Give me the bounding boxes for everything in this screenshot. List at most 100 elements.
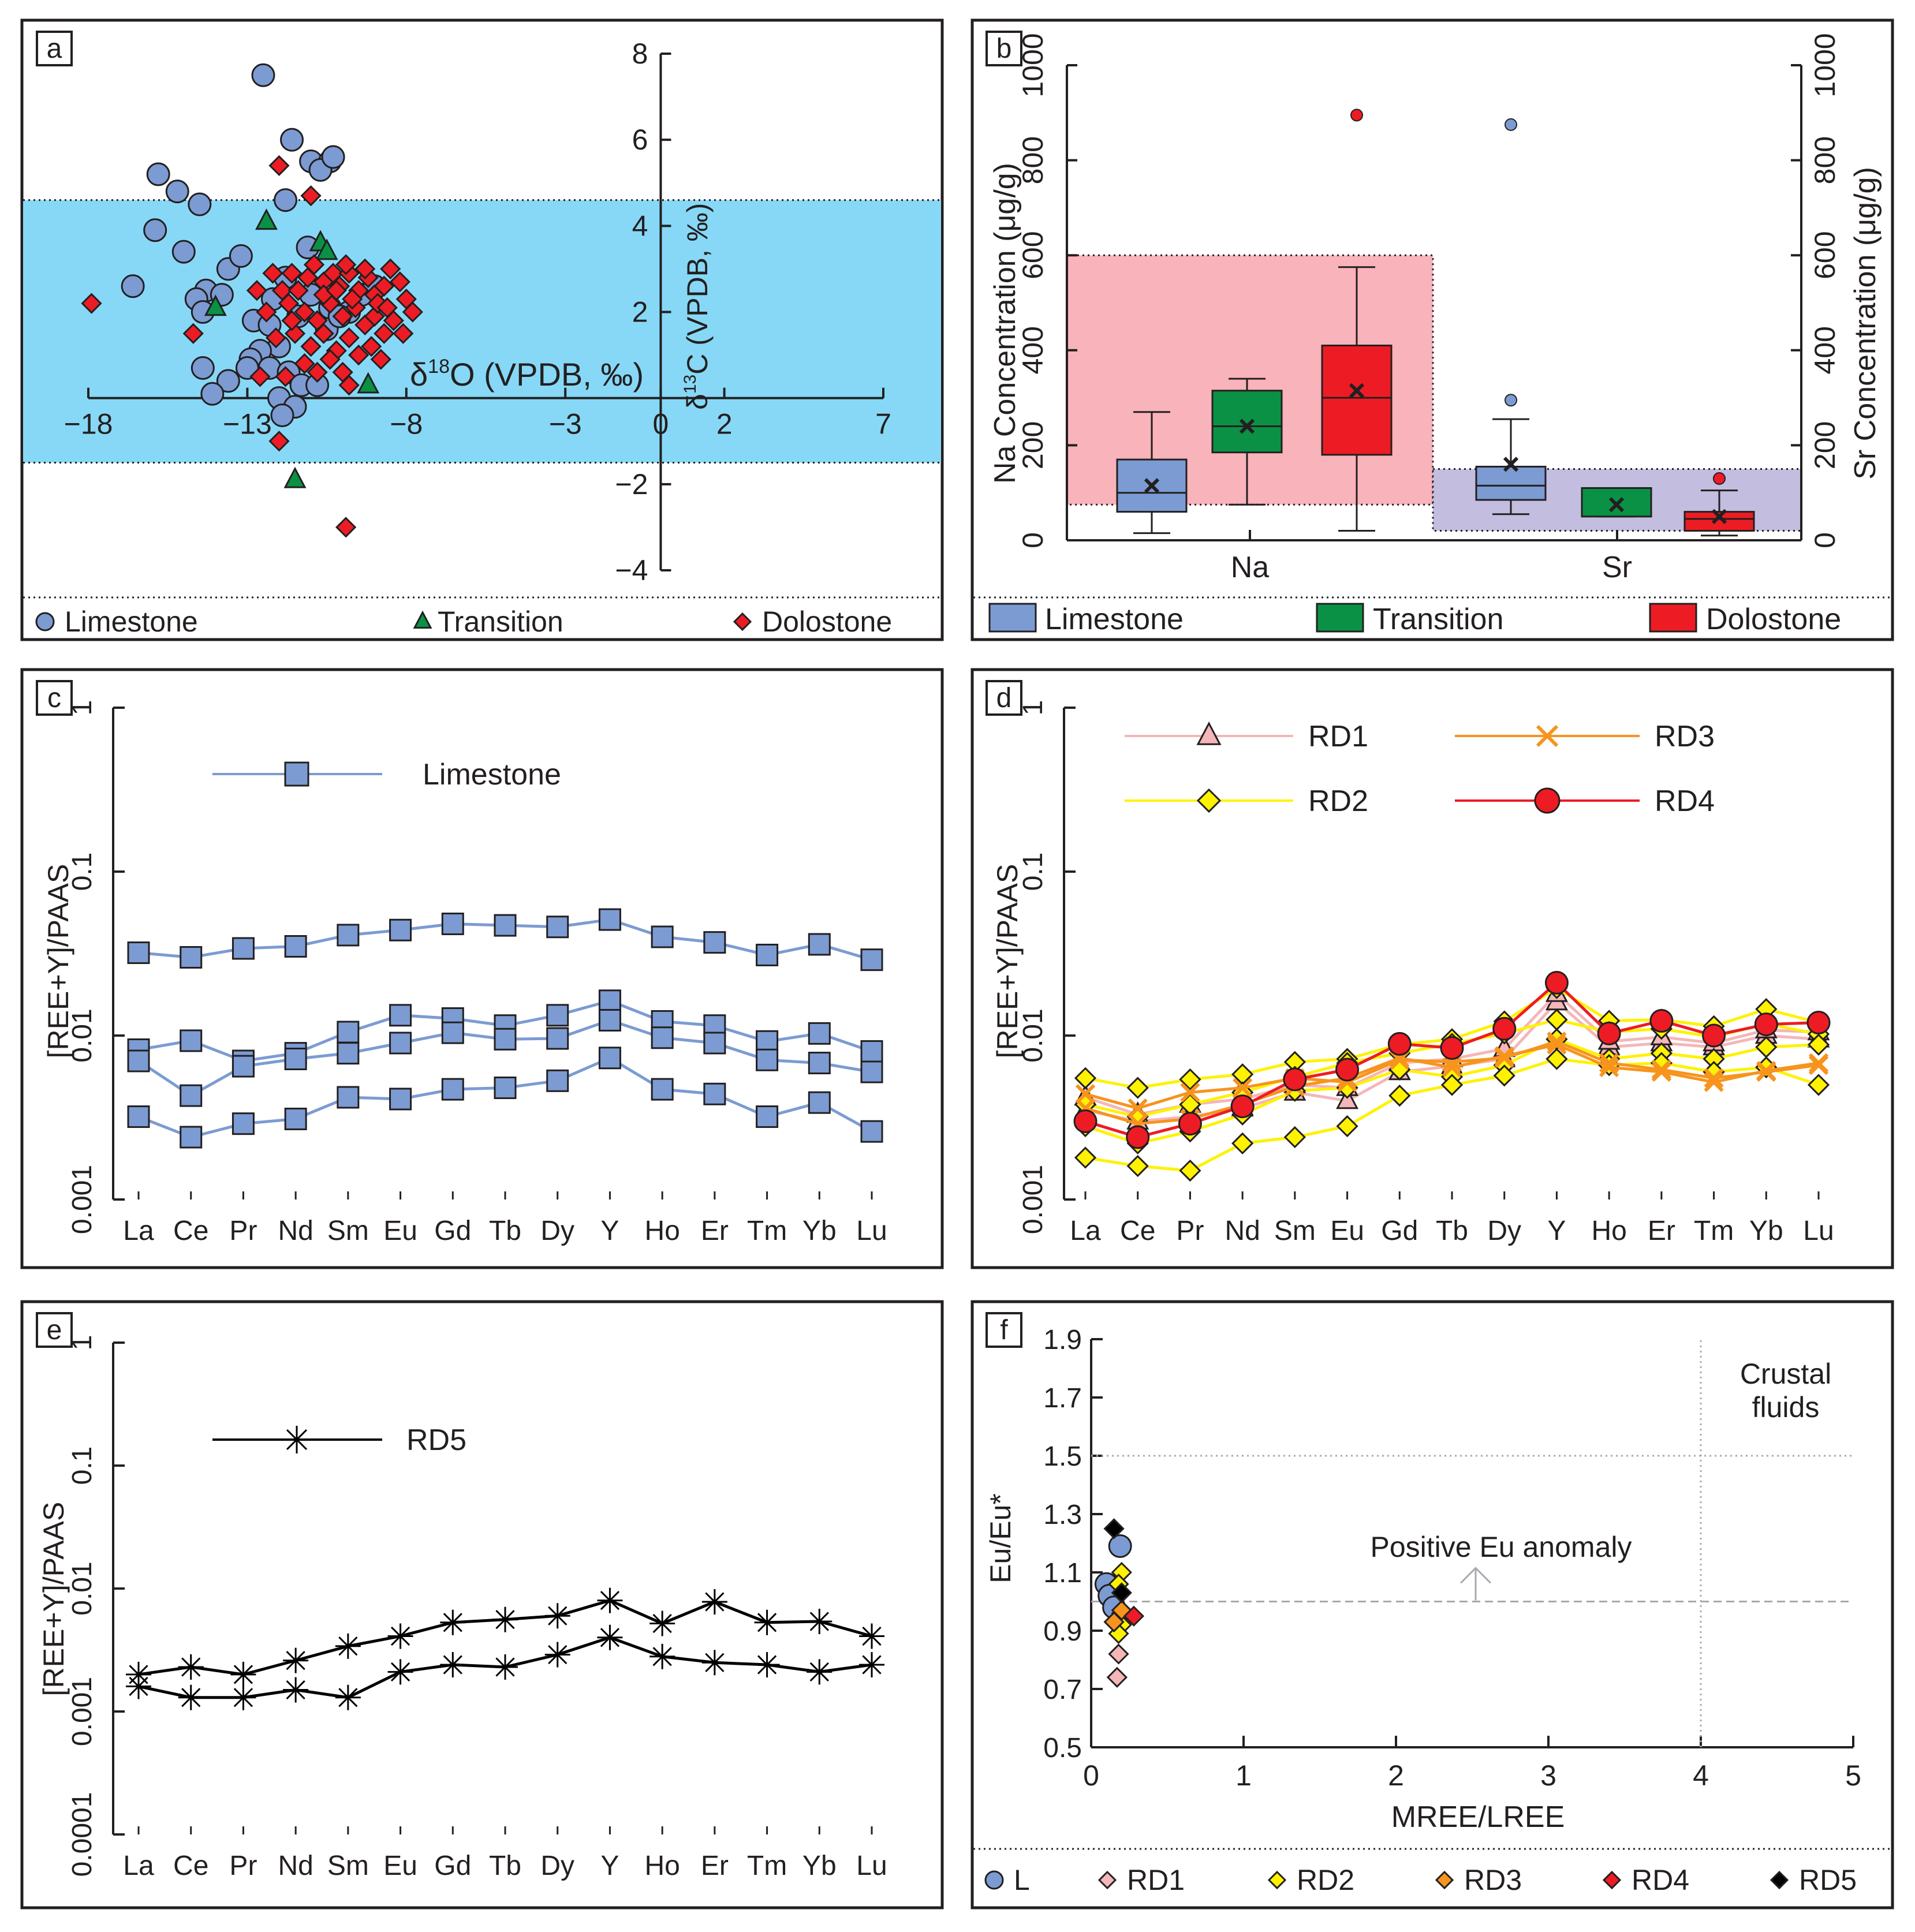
panel-label: c (36, 680, 73, 716)
point-dolostone (281, 263, 303, 284)
legend-label: RD5 (406, 1423, 466, 1457)
point-dolostone (256, 301, 277, 323)
x-tick-label: −18 (64, 408, 113, 440)
axes: −18 −13 −8 −3 0 2 7 −4 −2 2 4 6 8 (64, 38, 891, 586)
panel-label: f (986, 1312, 1022, 1348)
x-tick-label: Lu (1803, 1216, 1834, 1246)
data-point (230, 1661, 256, 1687)
legend-swatch (1649, 603, 1697, 633)
cross-stroke (1599, 1057, 1619, 1078)
point-limestone (229, 244, 253, 268)
data-point (494, 1077, 517, 1100)
x-tick-label: Ce (173, 1216, 208, 1246)
data-point (597, 1587, 623, 1613)
box-dolostone-na (1321, 109, 1393, 532)
x-tick-label: La (123, 1851, 154, 1881)
data-point (178, 1684, 204, 1710)
y-tick-label-left: 0 (1017, 532, 1049, 548)
x-tick-label: Er (1648, 1216, 1675, 1246)
panel-label: d (986, 680, 1022, 716)
data-point (492, 1654, 518, 1680)
cross-stroke (1144, 478, 1160, 494)
data-point (1702, 1023, 1726, 1048)
x-tick-label: Nd (278, 1851, 313, 1881)
data-point (1494, 1046, 1514, 1066)
star-stroke (600, 1591, 620, 1610)
data-point (546, 915, 569, 939)
star-stroke (233, 1665, 253, 1684)
data-point (598, 989, 621, 1012)
point-dolostone (342, 289, 363, 310)
x-tick-label: 1 (1235, 1759, 1252, 1792)
star-stroke (495, 1610, 515, 1630)
x-tick-label: Tb (1436, 1216, 1468, 1246)
data-point (808, 933, 831, 956)
data-point (494, 914, 517, 937)
x-tick-label: Lu (856, 1851, 887, 1881)
point-dolostone (348, 344, 369, 366)
y-axis-label: [REE+Y]/PAAS (42, 864, 74, 1059)
data-point (598, 1047, 621, 1070)
legend-marker (1602, 1870, 1622, 1890)
data-point (1233, 1078, 1253, 1098)
data-point (756, 1048, 779, 1071)
y-tick-label: −2 (615, 468, 648, 500)
box-limestone-na (1116, 411, 1188, 535)
point-limestone (273, 188, 297, 212)
point-dolostone (294, 301, 315, 323)
y-tick-label-right: 200 (1809, 421, 1841, 469)
cross-stroke (1808, 1053, 1829, 1073)
legend-marker (1098, 1870, 1117, 1890)
y-tick-label: 1.1 (1043, 1558, 1082, 1589)
data-point (283, 1677, 309, 1703)
data-point (178, 1654, 204, 1680)
y-tick-label: 1 (1018, 700, 1048, 716)
data-point (1336, 1115, 1358, 1138)
data-point (754, 1652, 780, 1678)
data-point (651, 925, 674, 948)
point-dolostone (246, 280, 268, 301)
x-tick-label: Lu (856, 1216, 887, 1246)
data-point (1442, 1057, 1462, 1078)
y-tick-label-left: 800 (1017, 136, 1049, 184)
legend-marker (1196, 788, 1222, 813)
data-point (1806, 1011, 1831, 1035)
data-point (180, 1084, 203, 1107)
y-tick-label: 0.0001 (67, 1792, 98, 1877)
legend-marker (413, 610, 432, 629)
point-dolostone (354, 258, 376, 280)
legend-marker (35, 612, 55, 631)
legend-marker (284, 761, 309, 787)
legend-swatch (1316, 603, 1364, 633)
data-point (807, 1609, 833, 1635)
x-tick-label: Yb (802, 1216, 837, 1246)
y-tick-label: 0.001 (1018, 1165, 1048, 1234)
legend: Limestone Transition Dolostone (988, 603, 1841, 636)
point-rd1 (1108, 1643, 1129, 1665)
data-point (232, 1112, 255, 1135)
legend-marker (283, 1426, 311, 1453)
data-point (337, 1086, 360, 1109)
data-point (1179, 1159, 1201, 1182)
x-tick-label: −8 (390, 408, 423, 440)
y-tick-label-right: 0 (1809, 532, 1841, 548)
data-point (1179, 1068, 1201, 1091)
data-point (230, 1684, 256, 1710)
legend-label: Transition (438, 606, 563, 638)
point-l (1108, 1534, 1132, 1559)
ree-lines (127, 908, 883, 1149)
x-tick-label: Nd (278, 1216, 313, 1246)
svg-text:d: d (996, 683, 1012, 713)
point-dolostone (313, 323, 334, 344)
point-limestone (188, 192, 212, 216)
data-point (335, 1633, 361, 1659)
legend-swatch (988, 603, 1037, 633)
legend-label: RD3 (1655, 720, 1715, 753)
data-point (127, 941, 150, 965)
point-dolostone (389, 271, 410, 293)
data-point (651, 1026, 674, 1049)
x-tick-label: Gd (434, 1216, 471, 1246)
star-stroke (809, 1612, 829, 1631)
x-tick-label: Ho (1591, 1216, 1626, 1246)
